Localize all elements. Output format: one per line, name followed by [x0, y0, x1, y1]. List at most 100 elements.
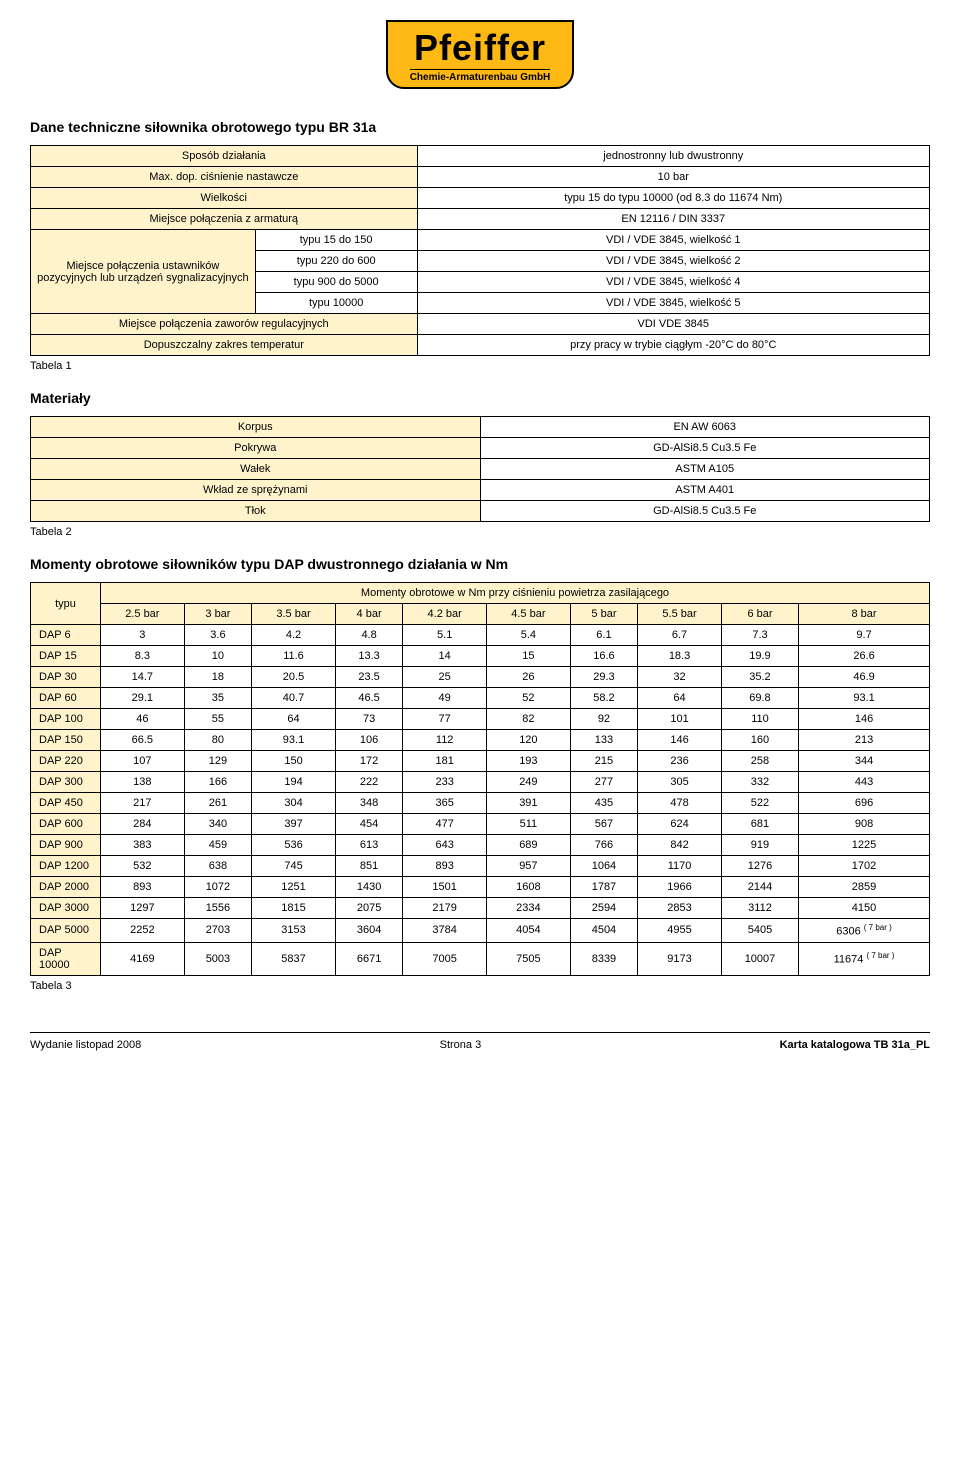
- torque-cell: 7505: [487, 942, 571, 975]
- torque-cell: 957: [487, 856, 571, 877]
- torque-cell: 133: [570, 730, 637, 751]
- torque-row-label: DAP 2000: [31, 877, 101, 898]
- spec-value: VDI VDE 3845: [417, 314, 929, 335]
- torque-cell: 9173: [638, 942, 722, 975]
- torque-cell: 1815: [252, 898, 336, 919]
- torque-cell: 55: [184, 709, 251, 730]
- torque-cell: 213: [799, 730, 930, 751]
- torque-cell: 2703: [184, 919, 251, 943]
- torque-cell: 107: [101, 751, 185, 772]
- torque-cell: 689: [487, 835, 571, 856]
- nested-sub: typu 220 do 600: [255, 251, 417, 272]
- spec-value: EN 12116 / DIN 3337: [417, 209, 929, 230]
- torque-cell: 8339: [570, 942, 637, 975]
- torque-corner: typu: [31, 583, 101, 625]
- pfeiffer-logo: Pfeiffer Chemie-Armaturenbau GmbH: [386, 20, 575, 89]
- torque-cell: 40.7: [252, 688, 336, 709]
- material-label: Wkład ze sprężynami: [31, 480, 481, 501]
- spec-label: Miejsce połączenia z armaturą: [31, 209, 418, 230]
- torque-cell: 35.2: [721, 667, 798, 688]
- torque-cell: 18.3: [638, 646, 722, 667]
- torque-cell: 7005: [403, 942, 487, 975]
- torque-cell: 58.2: [570, 688, 637, 709]
- torque-col-header: 4.2 bar: [403, 604, 487, 625]
- torque-cell: 3.6: [184, 625, 251, 646]
- torque-cell: 4504: [570, 919, 637, 943]
- torque-cell: 454: [335, 814, 402, 835]
- torque-cell: 93.1: [799, 688, 930, 709]
- torque-cell: 222: [335, 772, 402, 793]
- torque-col-header: 5 bar: [570, 604, 637, 625]
- nested-sub: typu 10000: [255, 293, 417, 314]
- torque-cell: 249: [487, 772, 571, 793]
- torque-cell: 2859: [799, 877, 930, 898]
- torque-col-header: 3.5 bar: [252, 604, 336, 625]
- torque-span-header: Momenty obrotowe w Nm przy ciśnieniu pow…: [101, 583, 930, 604]
- torque-cell: 638: [184, 856, 251, 877]
- torque-cell: 64: [638, 688, 722, 709]
- torque-row-label: DAP 6: [31, 625, 101, 646]
- material-label: Tłok: [31, 501, 481, 522]
- specs-table: Sposób działaniajednostronny lub dwustro…: [30, 145, 930, 356]
- nested-value: VDI / VDE 3845, wielkość 4: [417, 272, 929, 293]
- torque-cell: 32: [638, 667, 722, 688]
- torque-cell: 26: [487, 667, 571, 688]
- torque-cell: 2594: [570, 898, 637, 919]
- torque-cell: 9.7: [799, 625, 930, 646]
- torque-cell: 919: [721, 835, 798, 856]
- torque-cell: 2853: [638, 898, 722, 919]
- spec-value: typu 15 do typu 10000 (od 8.3 do 11674 N…: [417, 188, 929, 209]
- torque-cell: 18: [184, 667, 251, 688]
- section2-title: Materiały: [30, 390, 930, 406]
- torque-cell: 150: [252, 751, 336, 772]
- material-value: EN AW 6063: [480, 417, 930, 438]
- torque-cell: 73: [335, 709, 402, 730]
- section1-title: Dane techniczne siłownika obrotowego typ…: [30, 119, 930, 135]
- torque-cell: 567: [570, 814, 637, 835]
- torque-cell: 129: [184, 751, 251, 772]
- torque-cell: 6.1: [570, 625, 637, 646]
- torque-cell: 681: [721, 814, 798, 835]
- torque-col-header: 3 bar: [184, 604, 251, 625]
- torque-row-label: DAP 100: [31, 709, 101, 730]
- torque-cell: 842: [638, 835, 722, 856]
- torque-cell: 5405: [721, 919, 798, 943]
- torque-cell: 1225: [799, 835, 930, 856]
- torque-cell: 908: [799, 814, 930, 835]
- spec-label: Max. dop. ciśnienie nastawcze: [31, 167, 418, 188]
- torque-cell: 1251: [252, 877, 336, 898]
- torque-cell: 77: [403, 709, 487, 730]
- torque-cell: 6.7: [638, 625, 722, 646]
- torque-cell: 851: [335, 856, 402, 877]
- torque-cell: 194: [252, 772, 336, 793]
- torque-cell: 522: [721, 793, 798, 814]
- torque-cell: 2144: [721, 877, 798, 898]
- torque-table: typuMomenty obrotowe w Nm przy ciśnieniu…: [30, 582, 930, 976]
- torque-cell: 49: [403, 688, 487, 709]
- table2-caption: Tabela 2: [30, 526, 930, 538]
- torque-cell: 745: [252, 856, 336, 877]
- torque-cell: 2075: [335, 898, 402, 919]
- torque-cell: 4054: [487, 919, 571, 943]
- torque-cell: 1702: [799, 856, 930, 877]
- torque-cell: 340: [184, 814, 251, 835]
- torque-cell: 3604: [335, 919, 402, 943]
- torque-cell: 365: [403, 793, 487, 814]
- torque-row-label: DAP 5000: [31, 919, 101, 943]
- torque-cell: 1430: [335, 877, 402, 898]
- torque-cell: 112: [403, 730, 487, 751]
- torque-cell: 106: [335, 730, 402, 751]
- torque-cell: 25: [403, 667, 487, 688]
- nested-sub: typu 15 do 150: [255, 230, 417, 251]
- torque-cell: 10007: [721, 942, 798, 975]
- logo-subtitle: Chemie-Armaturenbau GmbH: [410, 69, 551, 83]
- torque-cell: 1966: [638, 877, 722, 898]
- spec-label: Dopuszczalny zakres temperatur: [31, 335, 418, 356]
- torque-cell: 52: [487, 688, 571, 709]
- torque-cell: 46.5: [335, 688, 402, 709]
- torque-cell: 258: [721, 751, 798, 772]
- torque-cell: 80: [184, 730, 251, 751]
- torque-cell: 26.6: [799, 646, 930, 667]
- torque-row-label: DAP 1200: [31, 856, 101, 877]
- material-value: GD-AlSi8.5 Cu3.5 Fe: [480, 501, 930, 522]
